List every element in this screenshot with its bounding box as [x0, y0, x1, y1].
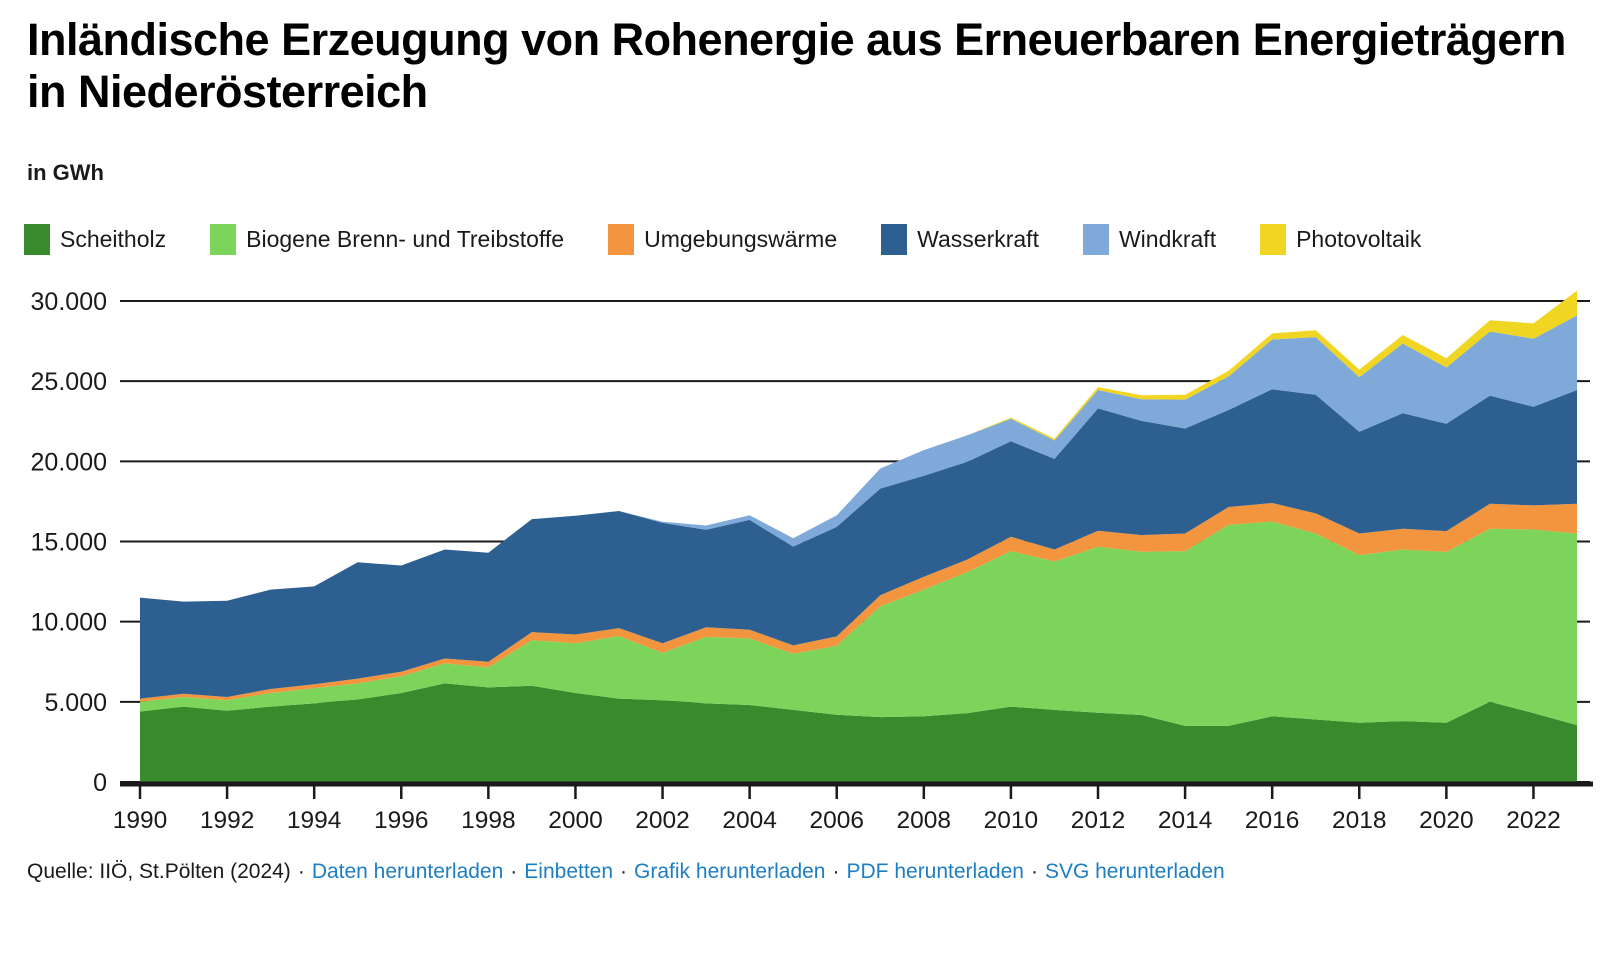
legend-swatch	[1260, 224, 1287, 255]
footer-separator: ·	[832, 860, 840, 883]
x-axis-label: 1994	[287, 807, 342, 834]
area-umgebungsw-rme	[140, 503, 1577, 702]
area-series	[140, 290, 1577, 782]
x-axis-label: 2002	[635, 807, 690, 834]
footer-separator: ·	[297, 860, 305, 883]
y-axis-label: 30.000	[31, 288, 107, 316]
footer-separator: ·	[510, 860, 518, 883]
x-axis-label: 2020	[1419, 807, 1474, 834]
footer: Quelle: IIÖ, St.Pölten (2024) · Daten heru…	[27, 860, 1225, 884]
x-axis-label: 2014	[1158, 807, 1213, 834]
x-axis-label: 2012	[1071, 807, 1126, 834]
x-axis-label: 2016	[1245, 807, 1300, 834]
legend-item-6: Photovoltaik	[1260, 224, 1421, 255]
legend-label: Umgebungswärme	[644, 226, 838, 252]
y-axis-label: 0	[93, 769, 107, 797]
area-windkraft	[140, 315, 1577, 602]
legend-item-2: Biogene Brenn- und Treibstoffe	[210, 224, 564, 255]
legend: Scheitholz Biogene Brenn- und Treibstoffe…	[24, 224, 1421, 255]
x-axis-label: 1990	[113, 807, 168, 834]
legend-label: Windkraft	[1118, 226, 1217, 252]
source-text: Quelle: IIÖ, St.Pölten (2024)	[27, 860, 291, 883]
legend-label: Scheitholz	[60, 226, 167, 252]
unit-label: in GWh	[27, 160, 104, 185]
area-biogene-brenn-und-treibstoffe	[140, 521, 1577, 726]
x-axis-label: 2000	[548, 807, 603, 834]
footer-link[interactable]: Daten herunterladen	[311, 860, 504, 883]
x-axis-label: 1996	[374, 807, 429, 834]
legend-label: Wasserkraft	[917, 226, 1039, 252]
legend-item-1: Scheitholz	[24, 224, 166, 255]
x-axis-label: 2022	[1506, 807, 1561, 834]
legend-item-5: Windkraft	[1082, 224, 1217, 255]
page-title: Inländische Erzeugung von Rohenergie aus…	[27, 14, 1566, 118]
x-axis-label: 2018	[1332, 807, 1387, 834]
legend-item-4: Wasserkraft	[881, 224, 1039, 255]
y-gridlines: 0 5.000 10.000 15.000 20.000 25.000 30.000	[31, 288, 1590, 797]
legend-item-3: Umgebungswärme	[608, 224, 837, 255]
x-axis-label: 1998	[461, 807, 516, 834]
y-axis-label: 10.000	[31, 609, 107, 637]
area-photovoltaik	[140, 290, 1577, 602]
area-scheitholz	[140, 683, 1577, 782]
legend-swatch	[881, 224, 908, 255]
legend-swatch	[1082, 224, 1109, 255]
area-wasserkraft	[140, 389, 1577, 699]
footer-separator: ·	[1030, 860, 1038, 883]
x-axis-label: 2010	[984, 807, 1039, 834]
y-axis-label: 15.000	[31, 529, 107, 557]
legend-label: Photovoltaik	[1296, 226, 1422, 252]
x-axis-label: 2008	[897, 807, 952, 834]
footer-link[interactable]: Einbetten	[524, 860, 614, 883]
footer-link[interactable]: Grafik herunterladen	[634, 860, 826, 883]
x-axis-label: 1992	[200, 807, 255, 834]
y-axis-label: 25.000	[31, 368, 107, 396]
x-axis-label: 2004	[722, 807, 777, 834]
footer-separator: ·	[620, 860, 628, 883]
footer-link[interactable]: SVG herunterladen	[1044, 860, 1225, 883]
legend-label: Biogene Brenn- und Treibstoffe	[246, 226, 565, 252]
legend-swatch	[608, 224, 635, 255]
legend-swatch	[24, 224, 50, 255]
y-axis-label: 20.000	[31, 448, 107, 476]
y-axis-label: 5.000	[44, 689, 107, 717]
footer-link[interactable]: PDF herunterladen	[846, 860, 1024, 883]
x-axis-label: 2006	[809, 807, 864, 834]
legend-swatch	[210, 224, 237, 255]
x-axis: 1990 1992 1994 1996 1998 2000 2002 2004 2006 2008…	[113, 781, 1593, 834]
